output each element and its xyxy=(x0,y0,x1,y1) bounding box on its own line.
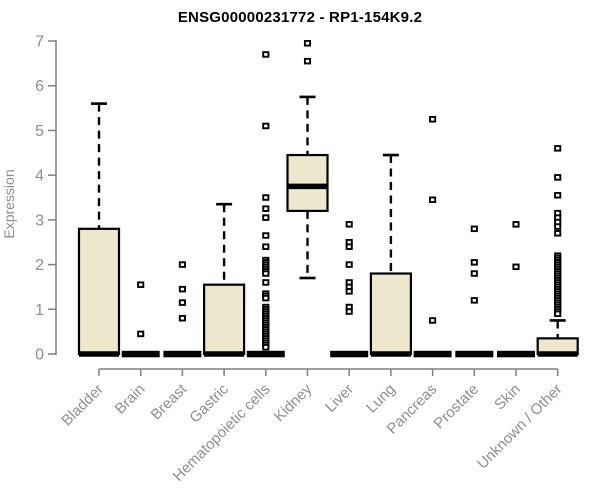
x-category-label: Bladder xyxy=(58,381,107,430)
y-tick-label: 3 xyxy=(35,212,44,229)
y-tick-label: 4 xyxy=(35,168,44,185)
outlier-point xyxy=(470,297,478,304)
outlier-point xyxy=(554,145,562,152)
outlier-point xyxy=(470,259,478,266)
outlier-point xyxy=(262,232,270,239)
outlier-point xyxy=(345,221,353,228)
y-tick-label: 0 xyxy=(35,347,44,364)
outlier-point xyxy=(554,192,562,199)
median-line-flat xyxy=(121,350,160,358)
box-Gastric xyxy=(203,283,246,356)
median-line-flat xyxy=(497,350,535,358)
outlier-point xyxy=(178,314,186,322)
outlier-point xyxy=(345,243,353,250)
outlier-point xyxy=(429,196,437,204)
x-category-label: Lung xyxy=(363,381,399,417)
outlier-point xyxy=(178,299,186,306)
median-line-flat xyxy=(163,350,202,358)
outlier-point xyxy=(262,51,270,58)
y-tick-label: 6 xyxy=(35,78,44,95)
outlier-point xyxy=(345,288,353,295)
outlier-point xyxy=(262,205,270,212)
x-category-label: Prostate xyxy=(431,381,483,433)
box-Kidney xyxy=(286,153,329,213)
x-category-label: Breast xyxy=(148,380,191,423)
outlier-point xyxy=(262,214,270,221)
outlier-point xyxy=(262,344,270,351)
y-tick-label: 7 xyxy=(35,34,44,51)
median-line-flat xyxy=(330,350,369,358)
outlier-point xyxy=(554,174,562,181)
outlier-point xyxy=(345,261,353,268)
median-line-flat xyxy=(455,350,494,358)
x-category-label: Brain xyxy=(112,381,149,418)
outlier-point xyxy=(262,294,270,302)
outlier-point xyxy=(262,194,270,201)
outlier-point xyxy=(262,243,270,250)
box-Lung xyxy=(369,272,412,356)
outlier-point xyxy=(262,279,270,286)
y-tick-label: 2 xyxy=(35,257,44,274)
median-line-flat xyxy=(246,350,285,358)
outlier-point xyxy=(262,270,270,277)
outlier-point xyxy=(554,310,562,318)
outlier-point xyxy=(262,122,270,130)
chart-title: ENSG00000231772 - RP1-154K9.2 xyxy=(177,9,423,26)
outlier-point xyxy=(512,221,520,228)
x-category-label: Kidney xyxy=(271,380,316,425)
outlier-point xyxy=(178,285,186,293)
outlier-point xyxy=(512,263,520,271)
y-axis-label: Expression xyxy=(1,169,17,239)
x-category-label: Skin xyxy=(491,381,524,414)
median-line-flat xyxy=(413,350,452,358)
outlier-point xyxy=(303,57,312,65)
outlier-point xyxy=(178,261,186,268)
outlier-point xyxy=(470,225,478,233)
outlier-point xyxy=(554,230,562,237)
box-Bladder xyxy=(77,227,121,356)
outlier-point xyxy=(554,223,562,230)
outlier-point xyxy=(345,308,353,315)
outlier-point xyxy=(429,317,437,324)
x-category-label: Liver xyxy=(322,381,357,416)
outlier-point xyxy=(137,281,145,288)
outlier-point xyxy=(470,270,478,277)
outlier-point xyxy=(137,330,145,338)
y-tick-label: 1 xyxy=(35,302,44,319)
y-tick-label: 5 xyxy=(35,123,44,140)
outlier-point xyxy=(303,40,312,47)
outlier-point xyxy=(429,116,437,123)
